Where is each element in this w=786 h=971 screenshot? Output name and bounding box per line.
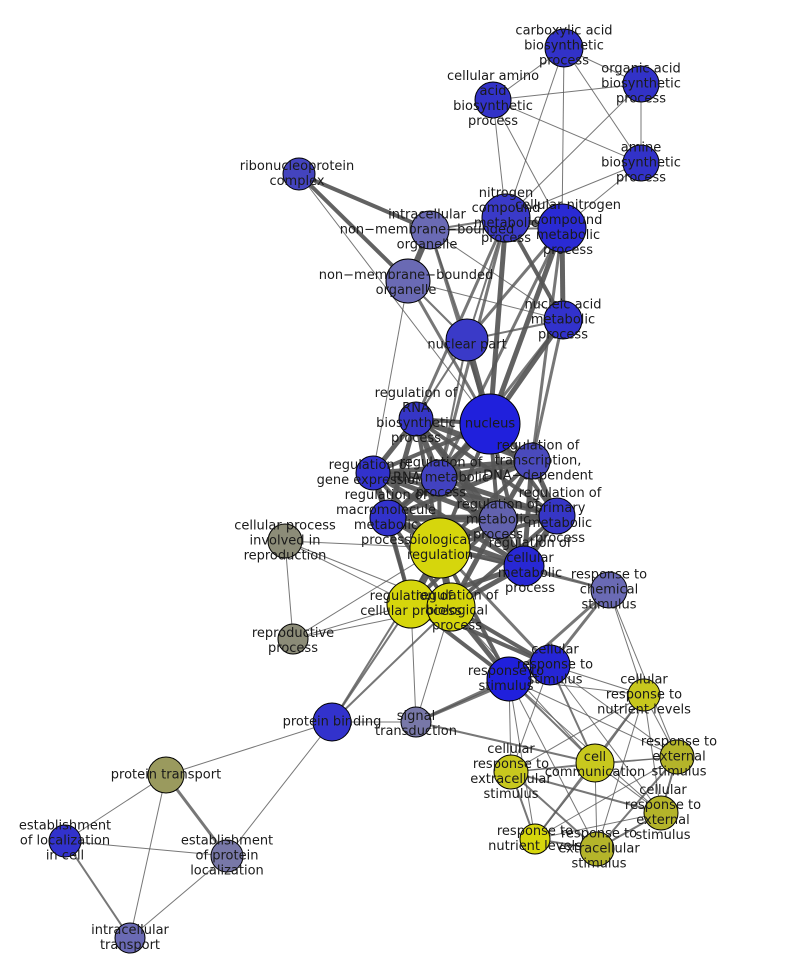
graph-node-regulation-of-primary-metabolic-process[interactable]: [538, 497, 576, 535]
graph-node-establishment-of-localization-in-cell[interactable]: [48, 824, 82, 858]
graph-node-regulation-of-RNA-metabolic-process[interactable]: [420, 459, 458, 497]
graph-node-regulation-of-macromolecule-metabolic-process[interactable]: [369, 499, 407, 537]
graph-node-cellular-response-to-external-stimulus[interactable]: [643, 795, 679, 831]
graph-node-response-to-stimulus[interactable]: [486, 656, 532, 702]
graph-edge: [429, 229, 564, 321]
graph-edge: [64, 774, 167, 842]
graph-edge: [372, 470, 499, 523]
graph-node-organic-acid-biosynthetic-process[interactable]: [622, 65, 660, 103]
graph-edge: [643, 694, 662, 814]
graph-node-nucleus[interactable]: [459, 393, 521, 455]
graph-edge: [549, 664, 678, 758]
graph-node-nucleic-acid-metabolic-process[interactable]: [543, 300, 583, 340]
graph-node-cellular-response-to-nutrient-levels[interactable]: [627, 678, 661, 712]
graph-node-response-to-chemical-stimulus[interactable]: [590, 571, 628, 609]
graph-edge: [372, 280, 409, 474]
graph-node-nitrogen-compound-metabolic-process[interactable]: [481, 193, 531, 243]
graph-node-reproductive-process[interactable]: [277, 623, 309, 655]
graph-edge: [508, 678, 662, 814]
graph-node-non-membrane-bounded-organelle[interactable]: [385, 258, 431, 304]
graph-edge: [407, 280, 564, 321]
graph-node-nuclear-part[interactable]: [445, 318, 489, 362]
graph-edge: [64, 840, 228, 857]
graph-node-regulation-of-cellular-metabolic-process[interactable]: [503, 545, 545, 587]
graph-node-cellular-process-involved-in-reproduction[interactable]: [267, 523, 303, 559]
graph-edge: [129, 855, 228, 939]
graph-node-amine-biosynthetic-process[interactable]: [622, 144, 660, 182]
graph-node-cellular-response-to-stimulus[interactable]: [529, 644, 571, 686]
graph-edge: [508, 678, 598, 850]
graph-edge: [505, 47, 565, 219]
graph-edge: [415, 721, 596, 764]
graph-edge: [492, 83, 642, 101]
graph-edge: [64, 840, 131, 939]
graph-edge: [331, 606, 452, 723]
graph-edge: [508, 678, 645, 696]
graph-edge: [487, 217, 509, 425]
graph-node-cellular-amino-acid-biosynthetic-process[interactable]: [474, 81, 512, 119]
graph-node-response-to-extracellular-stimulus[interactable]: [579, 831, 615, 867]
graph-edge: [534, 812, 662, 840]
graph-edge: [505, 83, 642, 219]
graph-edge: [596, 694, 645, 850]
graph-edge: [414, 217, 508, 420]
nodes-group[interactable]: [48, 28, 695, 954]
graph-node-regulation-of-transcription-DNA-dependent[interactable]: [513, 442, 551, 480]
graph-edge: [510, 771, 662, 814]
graph-edge: [561, 47, 565, 229]
graph-node-cell-communication[interactable]: [575, 743, 615, 783]
graph-node-protein-transport[interactable]: [147, 756, 185, 794]
graph-edge: [510, 694, 645, 773]
graph-node-cellular-response-to-extracellular-stimulus[interactable]: [493, 754, 529, 790]
graph-edge: [298, 172, 431, 232]
graph-edge: [508, 678, 678, 758]
graph-node-protein-binding[interactable]: [312, 702, 352, 742]
graph-edge: [530, 319, 565, 462]
graph-edge: [563, 47, 642, 164]
graph-edge: [387, 458, 533, 521]
graph-node-cellular-nitrogen-compound-metabolic-process[interactable]: [537, 203, 587, 253]
graph-node-regulation-of-RNA-biosynthetic-process[interactable]: [398, 401, 434, 437]
graph-edge: [413, 417, 527, 568]
graph-edge: [165, 721, 333, 776]
graph-edge: [549, 664, 662, 814]
graph-edge: [608, 589, 678, 758]
graph-node-signal-transduction[interactable]: [400, 706, 432, 738]
graph-node-biological-regulation[interactable]: [409, 517, 471, 579]
graph-node-response-to-nutrient-levels[interactable]: [519, 823, 551, 855]
graph-edge: [372, 471, 558, 518]
graph-node-intracellular-transport[interactable]: [114, 922, 146, 954]
graph-edge: [492, 99, 642, 164]
graph-node-regulation-of-biological-process[interactable]: [426, 582, 476, 632]
graph-edge: [129, 774, 167, 939]
graph-node-intracellular-non-membrane-bounded-organelle[interactable]: [410, 210, 450, 250]
edges-group: [64, 47, 678, 939]
graph-node-establishment-of-protein-localization[interactable]: [210, 839, 244, 873]
graph-edge: [226, 721, 333, 857]
graph-edge: [487, 227, 565, 425]
graph-node-response-to-external-stimulus[interactable]: [659, 739, 695, 775]
graph-node-regulation-of-metabolic-process[interactable]: [478, 500, 518, 540]
graph-node-regulation-of-gene-expression[interactable]: [355, 455, 391, 491]
graph-node-carboxylic-acid-biosynthetic-process[interactable]: [544, 28, 584, 68]
graph-node-ribonucleoprotein-complex[interactable]: [282, 157, 316, 191]
graph-edge: [297, 172, 410, 283]
graph-edge: [510, 771, 598, 850]
graph-edge: [331, 547, 441, 723]
graph-edge: [596, 756, 678, 850]
